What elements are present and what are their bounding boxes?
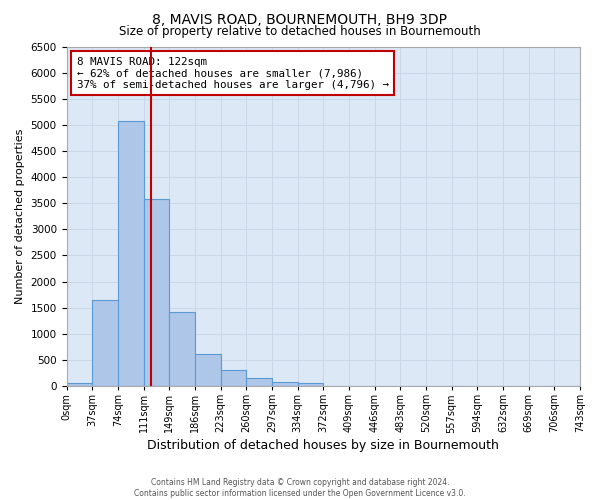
Bar bbox=[246, 378, 272, 386]
Text: Contains HM Land Registry data © Crown copyright and database right 2024.
Contai: Contains HM Land Registry data © Crown c… bbox=[134, 478, 466, 498]
Bar bbox=[272, 382, 298, 386]
Bar bbox=[143, 199, 169, 386]
X-axis label: Distribution of detached houses by size in Bournemouth: Distribution of detached houses by size … bbox=[148, 440, 499, 452]
Bar bbox=[92, 300, 118, 386]
Bar bbox=[118, 120, 143, 386]
Bar bbox=[195, 354, 221, 386]
Bar bbox=[169, 312, 195, 386]
Bar bbox=[221, 370, 246, 386]
Text: 8 MAVIS ROAD: 122sqm
← 62% of detached houses are smaller (7,986)
37% of semi-de: 8 MAVIS ROAD: 122sqm ← 62% of detached h… bbox=[77, 56, 389, 90]
Y-axis label: Number of detached properties: Number of detached properties bbox=[15, 128, 25, 304]
Bar bbox=[298, 384, 323, 386]
Bar bbox=[67, 384, 92, 386]
Text: Size of property relative to detached houses in Bournemouth: Size of property relative to detached ho… bbox=[119, 25, 481, 38]
Text: 8, MAVIS ROAD, BOURNEMOUTH, BH9 3DP: 8, MAVIS ROAD, BOURNEMOUTH, BH9 3DP bbox=[152, 12, 448, 26]
